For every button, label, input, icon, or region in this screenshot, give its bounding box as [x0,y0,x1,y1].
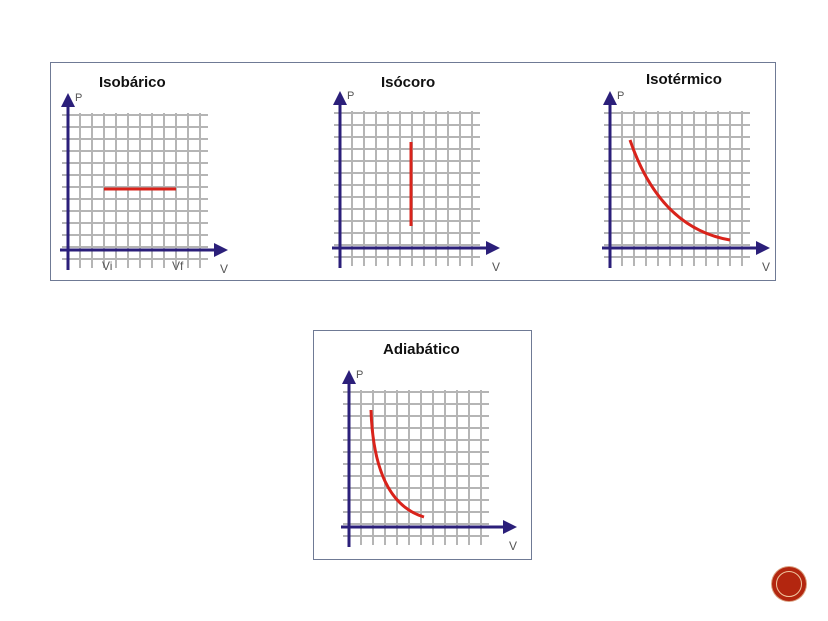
v-tick-label: Vi [102,259,112,273]
p-axis-label: P [347,90,354,102]
v-axis-arrow-icon [486,241,500,255]
isochoric-title: Isócoro [381,74,436,91]
v-tick-label: Vf [172,259,184,273]
p-axis-arrow-icon [342,370,356,384]
v-axis-arrow-icon [214,243,228,257]
v-axis-label: V [509,539,517,553]
v-axis-label: V [492,260,500,274]
v-axis-arrow-icon [756,241,770,255]
v-axis-label: V [762,260,770,274]
isothermal-title: Isotérmico [646,71,722,88]
p-axis-label: P [617,90,624,102]
v-axis-arrow-icon [503,520,517,534]
adiabatic-title: Adiabático [383,341,460,358]
p-axis-label: P [75,92,82,104]
p-axis-arrow-icon [333,91,347,105]
p-axis-arrow-icon [603,91,617,105]
isobaric-title: Isobárico [99,74,166,91]
slide-number-badge [772,567,806,601]
v-axis-label: V [220,262,228,276]
adiabatic-curve [369,409,425,519]
p-axis-label: P [356,369,363,381]
isothermal-curve [628,139,731,242]
p-axis-arrow-icon [61,93,75,107]
